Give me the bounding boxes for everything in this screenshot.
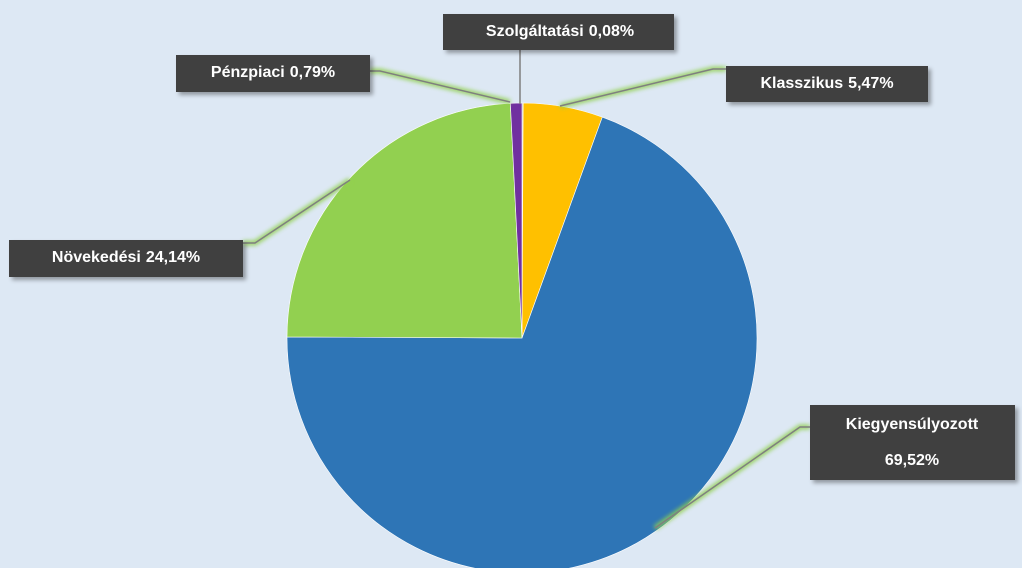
pie-slice	[286, 102, 523, 339]
label-value: 0,79%	[290, 64, 335, 81]
pie-slice	[286, 116, 758, 568]
data-label: Szolgáltatási 0,08%	[486, 23, 634, 40]
data-labels: Szolgáltatási 0,08% Klasszikus 5,47% Kiegyen…	[9, 14, 1015, 480]
pie	[286, 102, 758, 568]
leader-lines	[243, 50, 810, 531]
data-label: Növekedési 24,14%	[52, 249, 200, 266]
data-label: Klasszikus 5,47%	[760, 75, 893, 92]
label-category: Szolgáltatási	[486, 23, 584, 40]
leader-line	[370, 70, 511, 103]
data-label: Pénzpiaci 0,79%	[211, 64, 335, 81]
label-value: 0,08%	[589, 23, 634, 40]
label-value: 69,52%	[885, 452, 939, 469]
label-box	[443, 14, 674, 50]
label-category: Klasszikus	[760, 75, 843, 92]
label-box	[9, 240, 243, 277]
label-value: 5,47%	[848, 75, 893, 92]
label-box	[176, 55, 370, 92]
leader-line	[243, 179, 351, 244]
label-category: Kiegyensúlyozott	[846, 416, 979, 433]
label-box	[726, 66, 928, 102]
label-category: Pénzpiaci	[211, 64, 285, 81]
leader-line	[559, 68, 726, 107]
leader-line	[654, 426, 810, 529]
label-category: Növekedési	[52, 249, 141, 266]
label-value: 24,14%	[146, 249, 200, 266]
label-box	[810, 405, 1015, 480]
